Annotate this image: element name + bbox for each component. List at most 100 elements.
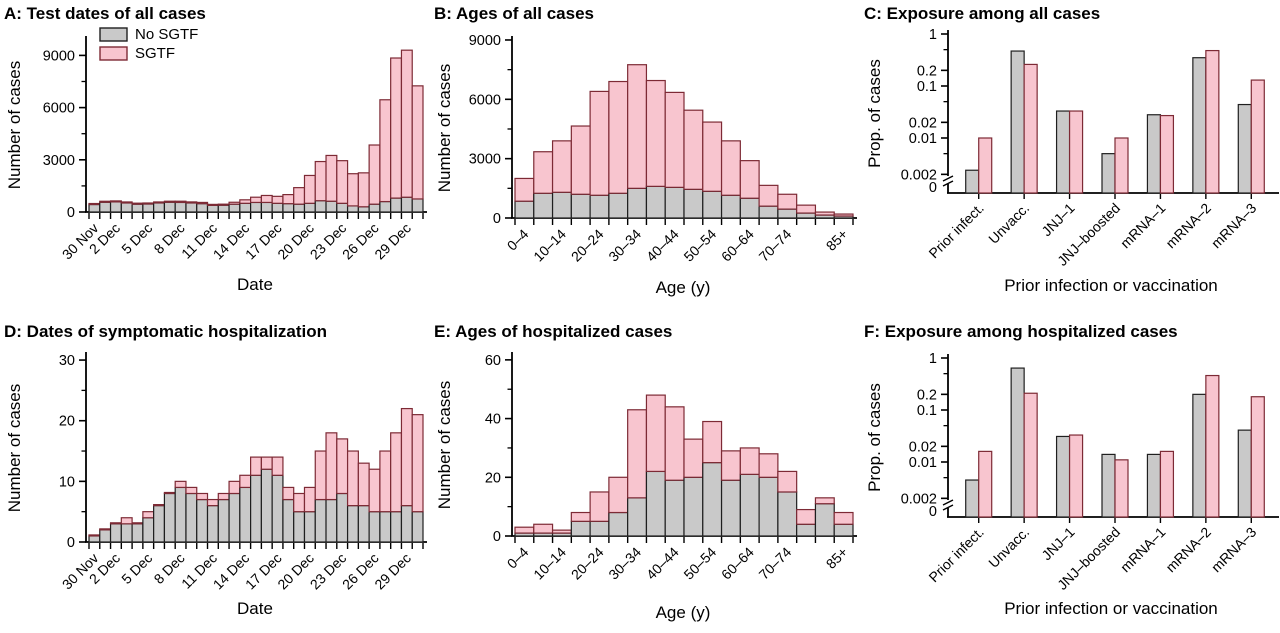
y-tick-label-zero: 0 (929, 180, 937, 196)
bar-segment-no-sgtf (88, 203, 101, 213)
y-tick-label: 0 (67, 535, 75, 551)
bar-segment-sgtf (120, 517, 133, 525)
bar-segment-sgtf (346, 450, 359, 507)
x-tick-label: Unvacc. (985, 524, 1032, 571)
y-tick-label: 0 (493, 211, 501, 227)
legend-swatch (99, 27, 128, 42)
x-tick-label: 50–54 (680, 226, 719, 265)
bar-segment-no-sgtf (217, 204, 230, 213)
x-axis-label: Date (237, 275, 273, 294)
bar-segment-sgtf (551, 529, 572, 534)
bar-segment-sgtf (702, 121, 723, 192)
y-axis-label: Prop. of cases (865, 59, 884, 168)
bar-segment-sgtf (570, 125, 591, 195)
bar-sgtf (1250, 396, 1265, 518)
bar-segment-sgtf (250, 196, 262, 204)
bar-segment-no-sgtf (702, 190, 723, 219)
bar-segment-no-sgtf (368, 511, 381, 543)
bar-segment-sgtf (88, 534, 101, 537)
bar-segment-sgtf (833, 511, 854, 525)
bar-segment-no-sgtf (702, 462, 723, 537)
y-tick-label: 0.2 (917, 387, 937, 403)
bar-segment-sgtf (551, 140, 572, 193)
bar-sgtf (1250, 79, 1265, 194)
x-axis-label: Prior infection or vaccination (1004, 276, 1218, 295)
bar-no-sgtf (1192, 393, 1207, 518)
bar-segment-no-sgtf (758, 476, 779, 537)
bar-no-sgtf (1101, 453, 1116, 518)
panel-d-hosp-dates: D: Dates of symptomatic hospitalization N… (0, 310, 430, 628)
bar-segment-no-sgtf (196, 203, 209, 213)
bar-segment-sgtf (336, 438, 349, 495)
bar-sgtf (1114, 459, 1129, 518)
bar-sgtf (1023, 392, 1038, 518)
bar-segment-no-sgtf (608, 192, 629, 219)
bar-no-sgtf (1146, 114, 1162, 194)
bar-segment-sgtf (131, 202, 144, 205)
bar-segment-sgtf (683, 438, 704, 478)
y-tick-label: 6000 (43, 101, 75, 117)
bar-segment-no-sgtf (379, 200, 392, 213)
bar-segment-no-sgtf (411, 511, 424, 543)
bar-segment-sgtf (293, 492, 306, 513)
bar-segment-no-sgtf (142, 517, 155, 543)
bar-segment-no-sgtf (260, 468, 273, 543)
bar-segment-no-sgtf (174, 201, 187, 213)
bar-segment-sgtf (336, 160, 349, 204)
bar-segment-sgtf (325, 432, 338, 501)
bar-segment-no-sgtf (814, 503, 835, 537)
x-tick-label: mRNA–2 (1163, 200, 1215, 252)
bar-segment-sgtf (514, 526, 535, 534)
legend-label: No SGTF (135, 26, 198, 43)
bar-segment-no-sgtf (206, 204, 219, 213)
bar-segment-no-sgtf (720, 479, 741, 537)
bar-segment-sgtf (293, 187, 306, 205)
bar-segment-sgtf (814, 211, 835, 216)
bar-segment-no-sgtf (260, 201, 273, 213)
bar-segment-no-sgtf (570, 520, 591, 537)
x-axis-label: Age (y) (656, 278, 711, 297)
bar-segment-sgtf (99, 200, 112, 203)
panel-c-exposure-all: C: Exposure among all cases Prop. of case… (860, 0, 1280, 310)
bar-segment-sgtf (250, 456, 262, 476)
panel-title: B: Ages of all cases (434, 4, 594, 23)
bar-segment-sgtf (379, 99, 392, 203)
y-tick-label: 9000 (469, 33, 501, 49)
y-tick-label: 0.02 (909, 115, 937, 131)
bar-segment-no-sgtf (336, 492, 349, 543)
bar-segment-sgtf (142, 511, 155, 519)
bar-segment-no-sgtf (400, 505, 413, 543)
bar-segment-no-sgtf (120, 202, 133, 213)
x-tick-label: mRNA–1 (1117, 524, 1169, 576)
bar-segment-no-sgtf (282, 498, 295, 543)
bar-segment-no-sgtf (346, 505, 359, 543)
bar-segment-sgtf (357, 462, 370, 507)
bar-segment-sgtf (739, 447, 760, 475)
y-tick-label: 3000 (43, 153, 75, 169)
bar-no-sgtf (1237, 429, 1252, 518)
x-tick-label: 70–74 (756, 544, 795, 583)
bar-segment-no-sgtf (99, 201, 112, 213)
y-tick-label-zero: 0 (929, 504, 937, 520)
bar-no-sgtf (1192, 57, 1207, 194)
bar-segment-sgtf (400, 407, 413, 507)
bar-segment-sgtf (206, 203, 219, 206)
bar-segment-sgtf (314, 160, 327, 202)
panel-e-ages-hosp: E: Ages of hospitalized cases Number of c… (430, 310, 860, 628)
x-tick-label: 29 Dec (371, 550, 414, 593)
bar-no-sgtf (1010, 50, 1025, 194)
y-tick-label: 0.01 (909, 131, 937, 147)
bar-segment-sgtf (196, 201, 209, 205)
bar-segment-no-sgtf (271, 202, 284, 213)
bar-segment-no-sgtf (589, 520, 610, 537)
bar-segment-sgtf (217, 203, 230, 206)
y-axis-label: Number of cases (435, 64, 454, 193)
y-axis-label: Prop. of cases (865, 383, 884, 492)
bar-segment-no-sgtf (282, 203, 295, 213)
bar-segment-sgtf (777, 470, 798, 493)
bar-segment-no-sgtf (131, 203, 144, 213)
bar-segment-no-sgtf (664, 479, 685, 537)
bar-segment-sgtf (185, 486, 198, 495)
bar-segment-sgtf (758, 453, 779, 478)
